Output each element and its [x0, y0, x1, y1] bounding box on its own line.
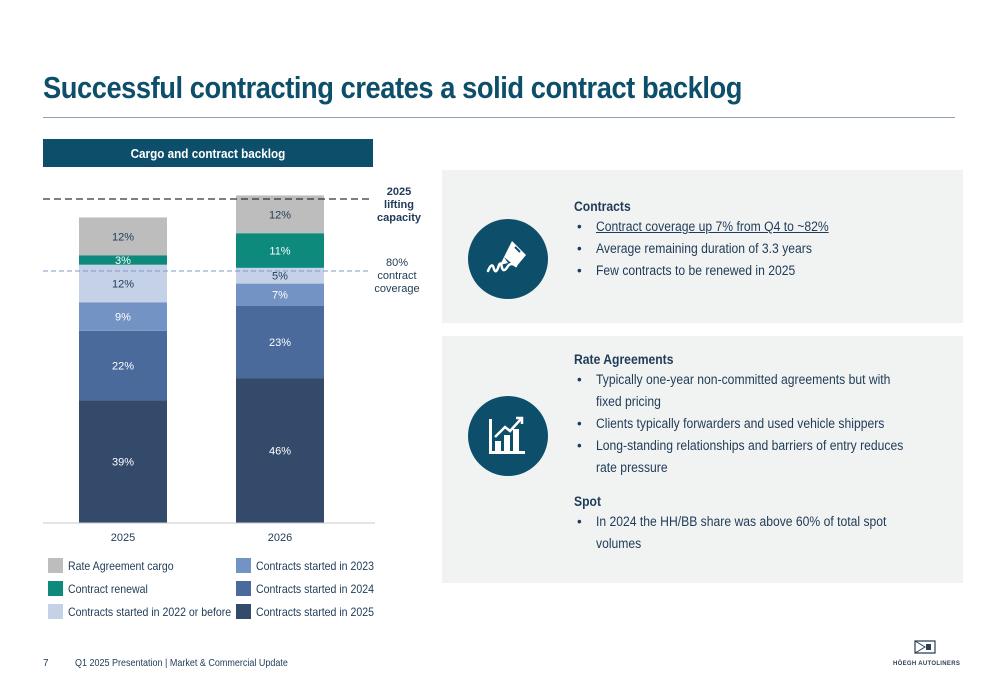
legend-item-contracts-2023: Contracts started in 2023: [236, 558, 390, 573]
company-logo: HÖEGH AUTOLINERS: [893, 640, 961, 667]
bar-segment: [236, 233, 324, 268]
contract-coverage-annotation: 80% contract coverage: [374, 257, 420, 295]
bar-segment: [79, 302, 167, 331]
spot-bullets: In 2024 the HH/BB share was above 60% of…: [574, 511, 954, 555]
rate-agreements-panel: Rate Agreements Typically one-year non-c…: [442, 336, 963, 583]
data-label: 23%: [269, 337, 291, 349]
title-divider: [43, 117, 955, 118]
logo-wordmark: HÖEGH AUTOLINERS: [893, 661, 961, 667]
data-label: 3%: [115, 255, 131, 267]
list-item: Long-standing relationships and barriers…: [574, 435, 954, 479]
legend-item-contracts-2024: Contracts started in 2024: [236, 581, 390, 596]
bar-segment: [79, 330, 167, 401]
bar-segment: [79, 217, 167, 256]
bar-segment: [236, 305, 324, 379]
bar-segment: [236, 195, 324, 234]
flag-logo-icon: [914, 640, 936, 654]
data-label: 5%: [272, 271, 288, 283]
legend-item-rate-agreement: Rate Agreement cargo: [48, 558, 188, 573]
legend-swatch: [48, 581, 63, 596]
legend-item-contract-renewal: Contract renewal: [48, 581, 159, 596]
data-label: 12%: [112, 279, 134, 291]
list-item: In 2024 the HH/BB share was above 60% of…: [574, 511, 954, 555]
data-label: 9%: [115, 312, 131, 324]
data-label: 46%: [269, 446, 291, 458]
contracts-text: Contracts Contract coverage up 7% from Q…: [574, 198, 954, 282]
legend-swatch: [236, 558, 251, 573]
data-label: 22%: [112, 361, 134, 373]
bar-segment: [236, 267, 324, 284]
data-label: 11%: [269, 246, 290, 258]
bar-chart-growth-icon: [468, 396, 548, 476]
spot-heading: Spot: [574, 494, 601, 509]
legend-item-contracts-2025: Contracts started in 2025: [236, 604, 390, 619]
lifting-capacity-annotation: 2025 lifting capacity: [376, 186, 422, 224]
rate-agreements-bullets: Typically one-year non-committed agreeme…: [574, 369, 954, 479]
x-tick-label: 2026: [268, 532, 292, 544]
contracts-panel: Contracts Contract coverage up 7% from Q…: [442, 170, 963, 323]
chart-header: Cargo and contract backlog: [43, 139, 373, 167]
list-item: Typically one-year non-committed agreeme…: [574, 369, 954, 413]
list-item: Average remaining duration of 3.3 years: [574, 238, 954, 260]
rate-agreements-heading: Rate Agreements: [574, 352, 674, 367]
legend-item-contracts-2022: Contracts started in 2022 or before: [48, 604, 253, 619]
page-title: Successful contracting creates a solid c…: [43, 70, 742, 105]
rate-agreements-text: Rate Agreements Typically one-year non-c…: [574, 351, 954, 555]
x-tick-label: 2025: [111, 532, 135, 544]
legend-swatch: [236, 604, 251, 619]
contracts-heading: Contracts: [574, 199, 631, 214]
data-label: 39%: [112, 457, 134, 469]
bar-segment: [79, 264, 167, 303]
data-label: 12%: [269, 209, 291, 221]
signature-pen-icon: [468, 219, 548, 299]
data-label: 12%: [112, 231, 134, 243]
contracts-bullets: Contract coverage up 7% from Q4 to ~82% …: [574, 216, 954, 282]
bar-segment: [79, 400, 167, 523]
legend-swatch: [48, 604, 63, 619]
data-label: 7%: [272, 290, 288, 302]
bar-segment: [236, 283, 324, 306]
legend-swatch: [48, 558, 63, 573]
bar-segment: [79, 255, 167, 265]
list-item: Clients typically forwarders and used ve…: [574, 413, 954, 435]
list-item: Contract coverage up 7% from Q4 to ~82%: [574, 216, 954, 238]
footer-text: Q1 2025 Presentation | Market & Commerci…: [75, 658, 288, 669]
legend-swatch: [236, 581, 251, 596]
bar-segment: [236, 378, 324, 523]
list-item: Few contracts to be renewed in 2025: [574, 260, 954, 282]
page-number: 7: [43, 658, 49, 669]
